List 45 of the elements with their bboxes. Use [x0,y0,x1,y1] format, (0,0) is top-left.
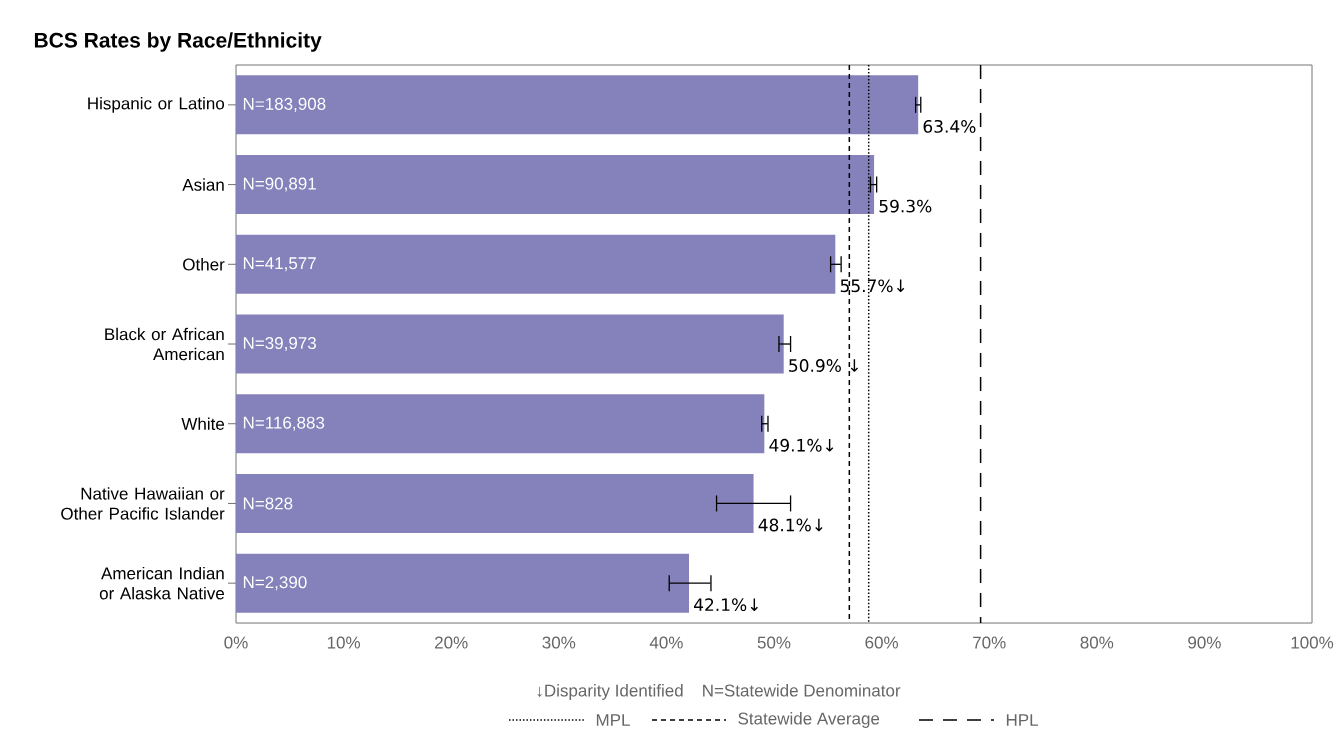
annotation: N=41,577 [243,257,316,272]
x-tick-label: 60% [865,636,899,649]
data-label: 50.9% ↓ [789,359,859,372]
y-tick-label: Asian [182,178,224,191]
annotation: N=39,973 [243,336,316,352]
annotation: N=2,390 [243,576,307,591]
y-tick-label: American Indian or Alaska Native [99,566,225,600]
annotation: N=183,908 [243,97,326,112]
data-label: 48.1%↓ [758,518,823,532]
x-tick-label: 70% [973,636,1006,649]
x-tick-label: 20% [435,636,468,649]
y-tick-label: Native Hawaiian or Other Pacific Islander [61,487,225,520]
bar [236,234,836,294]
data-label: 63.4% [923,119,976,133]
bar [236,75,919,135]
x-tick-label: 10% [327,636,361,649]
bar [236,473,754,533]
annotation: N=828 [243,497,293,510]
text: N=Statewide Denominator [703,684,901,697]
y-tick-label: Other [183,258,225,271]
data-label: 42.1%↓ [694,598,758,612]
x-tick-label: 0% [224,636,248,649]
data-label: 55.7%↓ [840,279,905,293]
x-tick-label: 30% [542,636,576,649]
annotation: N=116,883 [243,416,325,431]
annotation: N=90,891 [243,177,316,192]
y-tick-label: Hispanic or Latino [88,96,225,113]
data-label: 49.1%↓ [769,438,834,452]
x-tick-label: 100% [1291,636,1334,649]
x-tick-label: 50% [757,636,791,649]
legend-label: HPL [1006,714,1039,726]
bar [236,314,784,374]
bar [236,155,875,215]
chart-title: BCS Rates by Race/Ethnicity [34,32,322,52]
legend-label: MPL [596,714,630,726]
bar [236,553,689,613]
x-tick-label: 90% [1188,636,1221,649]
bar [236,394,765,454]
legend-label: Statewide Average [738,712,880,728]
x-tick-label: 80% [1080,636,1114,649]
y-tick-label: Black or African American [105,327,224,361]
text: ↓Disparity Identified [537,684,683,700]
x-tick-label: 40% [649,636,683,649]
y-tick-label: White [181,417,225,430]
data-label: 59.3% [879,199,932,213]
